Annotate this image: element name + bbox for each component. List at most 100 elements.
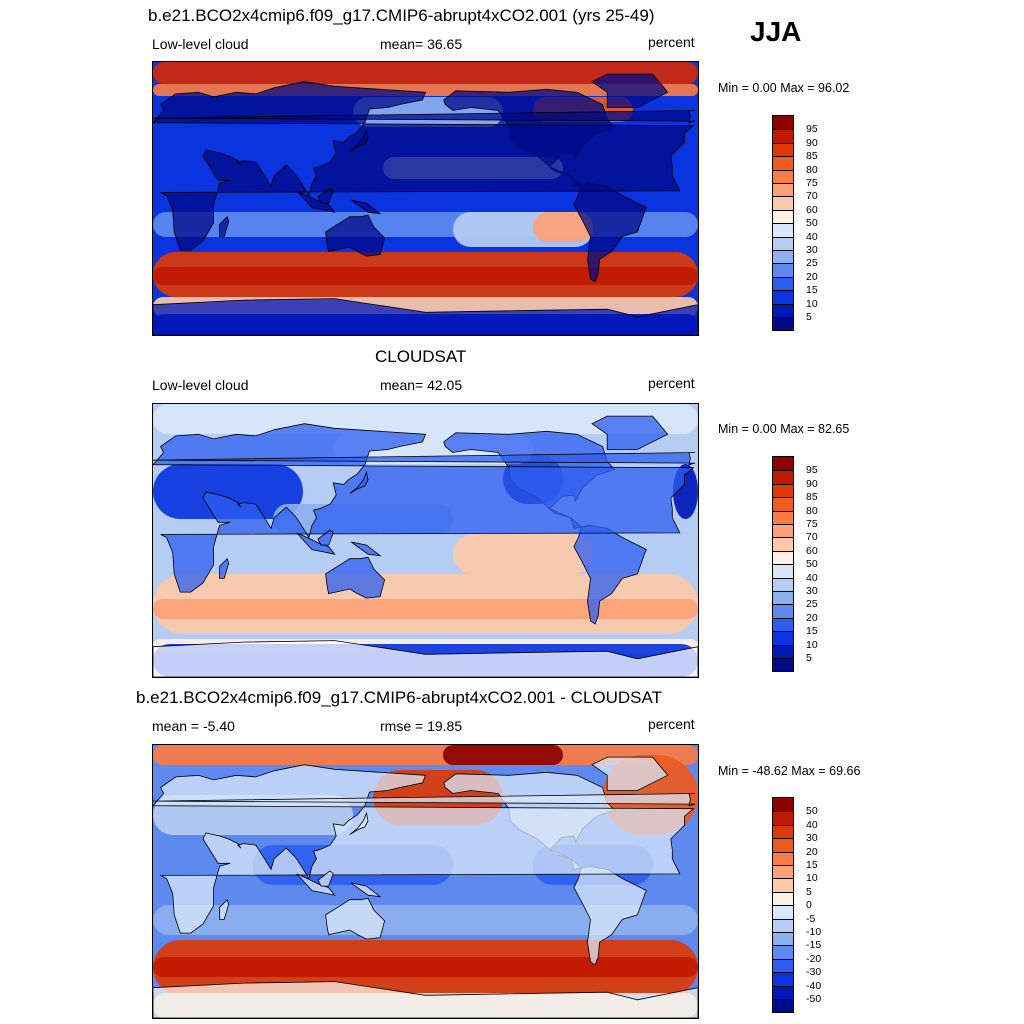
panel-3-units-label: percent — [648, 716, 695, 732]
panel-3-title: b.e21.BCO2x4cmip6.f09_g17.CMIP6-abrupt4x… — [136, 688, 662, 707]
colorbar-box — [772, 456, 794, 673]
panel-3-minmax: Min = -48.62 Max = 69.66 — [718, 764, 861, 778]
colorbar-swatch — [773, 196, 793, 210]
coastline-greenland — [591, 415, 669, 450]
colorbar-swatch — [773, 209, 793, 224]
colorbar-swatch — [773, 851, 793, 865]
colorbar-tick-label: 75 — [806, 518, 818, 530]
colorbar-tick-label: -15 — [806, 939, 822, 952]
colorbar-tick-label: 95 — [806, 464, 818, 477]
coastline-japan — [349, 811, 369, 835]
coastline-borneo — [317, 187, 334, 204]
colorbar-tick-label: 5 — [806, 311, 812, 323]
colorbar-tick-label: 60 — [806, 203, 818, 216]
colorbar-tick-label: 40 — [806, 818, 818, 831]
field-region — [153, 957, 698, 977]
colorbar-tick-label: 80 — [806, 504, 818, 517]
colorbar-tick-label: -20 — [806, 952, 822, 965]
colorbar-swatch — [773, 169, 793, 183]
coastline-newguinea — [351, 199, 382, 215]
colorbar-tick-label: 90 — [806, 136, 818, 149]
colorbar-swatch — [773, 142, 793, 157]
colorbar-tick-label: -50 — [806, 993, 822, 1005]
colorbar-swatch — [773, 891, 793, 906]
field-region — [153, 267, 698, 285]
field-region — [533, 212, 593, 242]
colorbar-swatch — [773, 838, 793, 852]
colorbar-tick-label: 15 — [806, 625, 818, 638]
coastline-borneo — [317, 870, 334, 887]
coastline-australia — [325, 214, 386, 257]
colorbar-swatch — [773, 811, 793, 825]
colorbar-swatch — [773, 905, 793, 919]
colorbar-swatch — [773, 290, 793, 304]
colorbar-tick-label: 10 — [806, 638, 818, 651]
colorbar-tick-label: 70 — [806, 531, 818, 544]
colorbar-swatch — [773, 129, 793, 143]
panel-1-title: b.e21.BCO2x4cmip6.f09_g17.CMIP6-abrupt4x… — [148, 6, 655, 25]
coastline-madagascar — [219, 898, 230, 920]
coastline-australia — [325, 897, 386, 940]
colorbar-tick-label: 30 — [806, 832, 818, 845]
colorbar-swatch — [773, 263, 793, 277]
field-region — [153, 62, 698, 84]
colorbar-tick-label: 50 — [806, 558, 818, 571]
season-label: JJA — [750, 16, 802, 47]
panel-1-map — [152, 61, 699, 336]
colorbar-tick-label: 10 — [806, 872, 818, 885]
colorbar-tick-label: 20 — [806, 270, 818, 283]
colorbar-tick-label: -10 — [806, 926, 822, 938]
coastline-madagascar — [219, 215, 230, 237]
colorbar-tick-label: 85 — [806, 491, 818, 504]
colorbar-swatch — [773, 958, 793, 973]
coastline-australia — [325, 556, 386, 599]
coastline-eurafrica — [153, 81, 695, 251]
panel-3-map — [152, 744, 699, 1019]
colorbar-tick-label: 95 — [806, 123, 818, 136]
colorbar-tick-label: 15 — [806, 284, 818, 297]
coastline-uk — [153, 793, 696, 807]
colorbar-tick-label: 20 — [806, 611, 818, 624]
coastline-japan — [349, 128, 369, 152]
coastline-newguinea — [351, 541, 382, 557]
colorbar-tick-label: 5 — [806, 885, 812, 898]
coastline-madagascar — [219, 557, 230, 579]
panel-1-minmax: Min = 0.00 Max = 96.02 — [718, 81, 850, 95]
colorbar-swatch — [773, 865, 793, 879]
colorbar-tick-label: -5 — [806, 912, 816, 925]
coastline-uk — [153, 452, 696, 466]
panel-2-mean-label: mean= 42.05 — [380, 377, 463, 393]
coastline-newguinea — [351, 882, 382, 898]
coastline-indonesia — [296, 190, 336, 213]
field-region — [453, 534, 593, 574]
colorbar-swatch — [773, 631, 793, 645]
colorbar-swatch — [773, 497, 793, 511]
colorbar-swatch — [773, 524, 793, 538]
colorbar-swatch — [773, 156, 793, 170]
panel-3-rmse-label: rmse = 19.85 — [380, 718, 463, 734]
colorbar-swatch — [773, 604, 793, 618]
coastline-borneo — [317, 529, 334, 546]
colorbar-box — [772, 797, 794, 1014]
colorbar-swatch — [773, 250, 793, 264]
colorbar-swatch — [773, 644, 793, 658]
coastline-indonesia — [296, 532, 336, 555]
colorbar-swatch — [773, 878, 793, 892]
panel-2-units-label: percent — [648, 375, 695, 391]
colorbar-swatch — [773, 972, 793, 986]
colorbar-tick-label: 30 — [806, 585, 818, 597]
colorbar-tick-label: 75 — [806, 177, 818, 189]
coastline-antarctica — [153, 981, 698, 1018]
colorbar-swatch — [773, 550, 793, 565]
colorbar-swatch — [773, 483, 793, 498]
colorbar-tick-label: 40 — [806, 230, 818, 243]
colorbar-tick-label: 5 — [806, 652, 812, 664]
coastline-greenland — [591, 73, 669, 108]
panel-1-units-label: percent — [648, 34, 695, 50]
colorbar-tick-label: 50 — [806, 805, 818, 818]
panel-1-mean-label: mean= 36.65 — [380, 36, 463, 52]
field-region — [153, 745, 698, 765]
colorbar-swatch — [773, 798, 793, 812]
colorbar-tick-label: 25 — [806, 598, 818, 611]
colorbar-swatch — [773, 303, 793, 317]
